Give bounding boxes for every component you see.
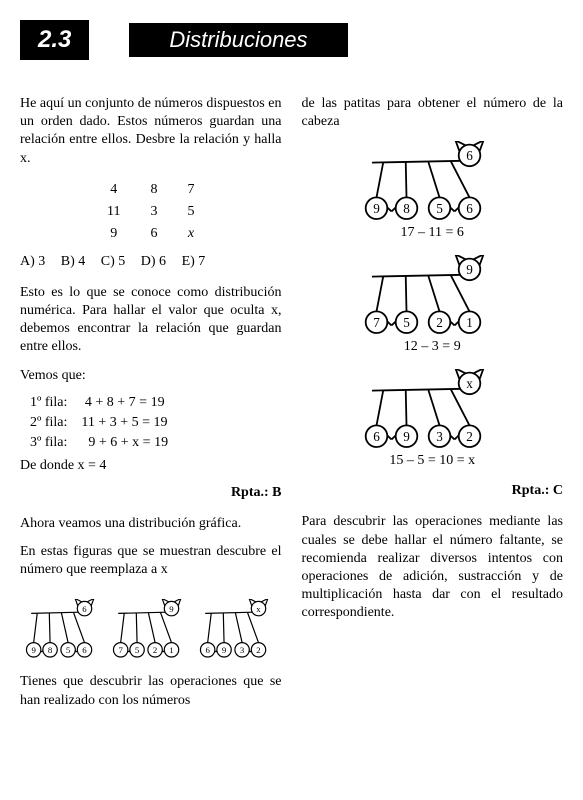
grafica-intro: Ahora veamos una distribución gráfica. <box>20 515 282 533</box>
svg-text:6: 6 <box>466 149 473 164</box>
explanation: Esto es lo que se conoce como distribuci… <box>20 284 282 357</box>
svg-text:3: 3 <box>240 645 245 655</box>
bottom-note: Tienes que descubrir las operaciones que… <box>20 673 282 709</box>
three-cat-diagrams: 9 8 5 6 6 7 5 2 1 9 6 9 3 2 x <box>20 589 282 663</box>
table-row: 4 8 7 <box>93 180 208 200</box>
cat-diagram: 7 5 2 1 9 <box>357 255 507 335</box>
row-eq: 2º fila: 11 + 3 + 5 = 19 <box>20 415 282 431</box>
svg-text:6: 6 <box>82 645 87 655</box>
row-eq: 3º fila: 9 + 6 + x = 19 <box>20 435 282 451</box>
option: E) 7 <box>182 254 206 269</box>
cat-diagram: 9 8 5 6 6 <box>357 141 507 221</box>
cell: x <box>173 224 208 244</box>
cat-equation: 17 – 11 = 6 <box>302 225 564 241</box>
row-eq: 1º fila: 4 + 8 + 7 = 19 <box>20 395 282 411</box>
table-row: 9 6 x <box>93 224 208 244</box>
svg-text:6: 6 <box>205 645 210 655</box>
answer-b: Rpta.: B <box>20 485 282 501</box>
cat-diagram-small: 9 8 5 6 6 <box>23 599 105 659</box>
svg-text:x: x <box>256 604 261 614</box>
svg-text:9: 9 <box>222 645 227 655</box>
option: C) 5 <box>101 254 126 269</box>
right-intro: de las patitas para obtener el número de… <box>302 95 564 131</box>
conclusion: De donde x = 4 <box>20 457 282 475</box>
svg-text:7: 7 <box>118 645 123 655</box>
cell: 11 <box>93 202 134 222</box>
svg-text:6: 6 <box>466 201 473 216</box>
svg-text:5: 5 <box>403 315 410 330</box>
svg-text:9: 9 <box>466 263 473 278</box>
option: B) 4 <box>61 254 86 269</box>
option: D) 6 <box>141 254 166 269</box>
svg-text:2: 2 <box>256 645 260 655</box>
page-header: 2.3 Distribuciones <box>20 20 563 60</box>
number-table: 4 8 7 11 3 5 9 6 x <box>91 178 210 246</box>
svg-text:1: 1 <box>466 315 473 330</box>
svg-text:9: 9 <box>31 645 36 655</box>
cell: 3 <box>136 202 171 222</box>
svg-text:5: 5 <box>135 645 140 655</box>
vemos-label: Vemos que: <box>20 367 282 385</box>
svg-text:x: x <box>466 377 473 392</box>
cell: 6 <box>136 224 171 244</box>
svg-text:2: 2 <box>436 315 443 330</box>
cat-equation: 12 – 3 = 9 <box>302 339 564 355</box>
cell: 8 <box>136 180 171 200</box>
figuras-text: En estas figuras que se muestran descubr… <box>20 543 282 579</box>
svg-text:9: 9 <box>169 604 174 614</box>
table-row: 11 3 5 <box>93 202 208 222</box>
svg-text:2: 2 <box>466 429 473 444</box>
cat-equation: 15 – 5 = 10 = x <box>302 453 564 469</box>
cat-diagram-small: 7 5 2 1 9 <box>110 599 192 659</box>
section-number: 2.3 <box>20 20 89 60</box>
intro-text: He aquí un conjunto de números dispuesto… <box>20 95 282 168</box>
row-equations: 1º fila: 4 + 8 + 7 = 19 2º fila: 11 + 3 … <box>20 395 282 451</box>
answer-options: A) 3 B) 4 C) 5 D) 6 E) 7 <box>20 254 282 270</box>
svg-text:1: 1 <box>169 645 173 655</box>
cat-diagram: 6 9 3 2 x <box>357 369 507 449</box>
cat-diagram-small: 6 9 3 2 x <box>197 599 279 659</box>
svg-text:9: 9 <box>403 429 410 444</box>
cell: 9 <box>93 224 134 244</box>
cell: 4 <box>93 180 134 200</box>
svg-text:2: 2 <box>153 645 157 655</box>
svg-text:8: 8 <box>403 201 410 216</box>
svg-text:8: 8 <box>47 645 52 655</box>
option: A) 3 <box>20 254 45 269</box>
svg-text:3: 3 <box>436 429 443 444</box>
svg-text:7: 7 <box>373 315 380 330</box>
final-paragraph: Para descubrir las operaciones mediante … <box>302 513 564 622</box>
answer-c: Rpta.: C <box>302 483 564 499</box>
svg-text:5: 5 <box>436 201 443 216</box>
svg-text:6: 6 <box>373 429 380 444</box>
right-column: de las patitas para obtener el número de… <box>302 95 564 720</box>
cell: 7 <box>173 180 208 200</box>
svg-text:5: 5 <box>65 645 70 655</box>
svg-text:9: 9 <box>373 201 380 216</box>
page-title: Distribuciones <box>129 23 347 57</box>
left-column: He aquí un conjunto de números dispuesto… <box>20 95 282 720</box>
cell: 5 <box>173 202 208 222</box>
svg-text:6: 6 <box>82 604 87 614</box>
content-columns: He aquí un conjunto de números dispuesto… <box>20 95 563 720</box>
